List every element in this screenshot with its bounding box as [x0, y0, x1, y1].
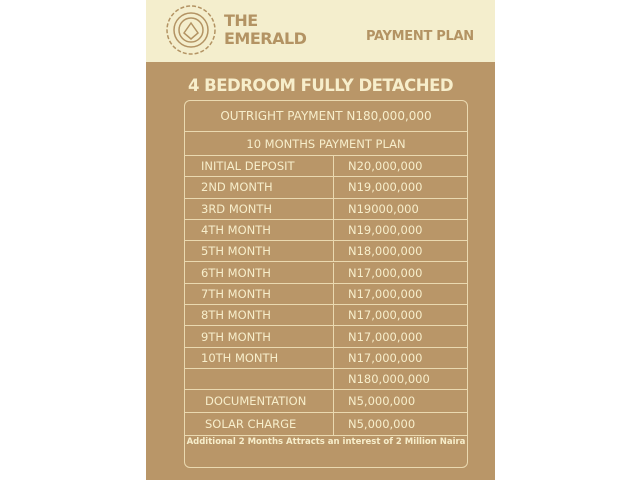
table-row: 9TH MONTH N17,000,000	[185, 326, 467, 348]
table-row: 10TH MONTH N17,000,000	[185, 347, 467, 369]
table-row: 7TH MONTH N17,000,000	[185, 283, 467, 306]
brand-line-2: EMERALD	[224, 29, 307, 48]
table-row: 3RD MONTH N19000,000	[185, 198, 467, 220]
table-row: 2ND MONTH N19,000,000	[185, 177, 467, 199]
row-label: INITIAL DEPOSIT	[185, 156, 334, 177]
table-row: N180,000,000	[185, 369, 467, 391]
property-title: 4 BEDROOM FULLY DETACHED	[187, 76, 454, 95]
plan-heading: 10 MONTHS PAYMENT PLAN	[185, 132, 467, 156]
row-label: 9TH MONTH	[185, 326, 334, 347]
row-label: 6TH MONTH	[185, 262, 334, 283]
emerald-logo-icon	[166, 5, 216, 55]
payment-plan-label: PAYMENT PLAN	[366, 29, 474, 44]
row-amount: N17,000,000	[348, 286, 423, 301]
outright-payment: OUTRIGHT PAYMENT N180,000,000	[185, 101, 467, 132]
row-label: 7TH MONTH	[185, 283, 334, 305]
row-label: 8TH MONTH	[185, 305, 334, 326]
row-label: 5TH MONTH	[185, 241, 334, 262]
row-amount: N5,000,000	[348, 394, 416, 408]
row-label: 10TH MONTH	[185, 347, 334, 368]
row-amount: N5,000,000	[348, 417, 416, 431]
row-label: SOLAR CHARGE	[185, 413, 334, 435]
row-label: 4TH MONTH	[185, 219, 334, 241]
payment-plan-flyer: THE EMERALD PAYMENT PLAN 4 BEDROOM FULLY…	[146, 0, 495, 480]
row-amount: N19,000,000	[348, 180, 423, 195]
table-row: 6TH MONTH N17,000,000	[185, 262, 467, 284]
table-row: SOLAR CHARGE N5,000,000	[185, 413, 467, 436]
row-label: DOCUMENTATION	[185, 390, 334, 412]
header: THE EMERALD PAYMENT PLAN	[146, 0, 495, 62]
footnote: Additional 2 Months Attracts an interest…	[186, 437, 466, 447]
row-amount: N180,000,000	[348, 372, 430, 387]
table-row: 4TH MONTH N19,000,000	[185, 219, 467, 242]
brand-line-1: THE	[224, 11, 258, 30]
table-row: DOCUMENTATION N5,000,000	[185, 390, 467, 413]
payment-table: OUTRIGHT PAYMENT N180,000,000 10 MONTHS …	[184, 100, 468, 468]
row-label: 2ND MONTH	[185, 177, 334, 198]
row-amount: N19000,000	[348, 201, 419, 216]
row-amount: N17,000,000	[348, 265, 423, 280]
table-row: 5TH MONTH N18,000,000	[185, 241, 467, 263]
row-amount: N17,000,000	[348, 308, 423, 323]
row-label	[185, 369, 334, 390]
row-label: 3RD MONTH	[185, 198, 334, 219]
brand-name: THE EMERALD	[224, 11, 307, 48]
row-amount: N19,000,000	[348, 223, 423, 238]
row-amount: N20,000,000	[348, 159, 423, 174]
row-amount: N17,000,000	[348, 350, 423, 365]
row-amount: N17,000,000	[348, 329, 423, 344]
table-row: INITIAL DEPOSIT N20,000,000	[185, 156, 467, 178]
table-row: 8TH MONTH N17,000,000	[185, 305, 467, 327]
row-amount: N18,000,000	[348, 244, 423, 259]
